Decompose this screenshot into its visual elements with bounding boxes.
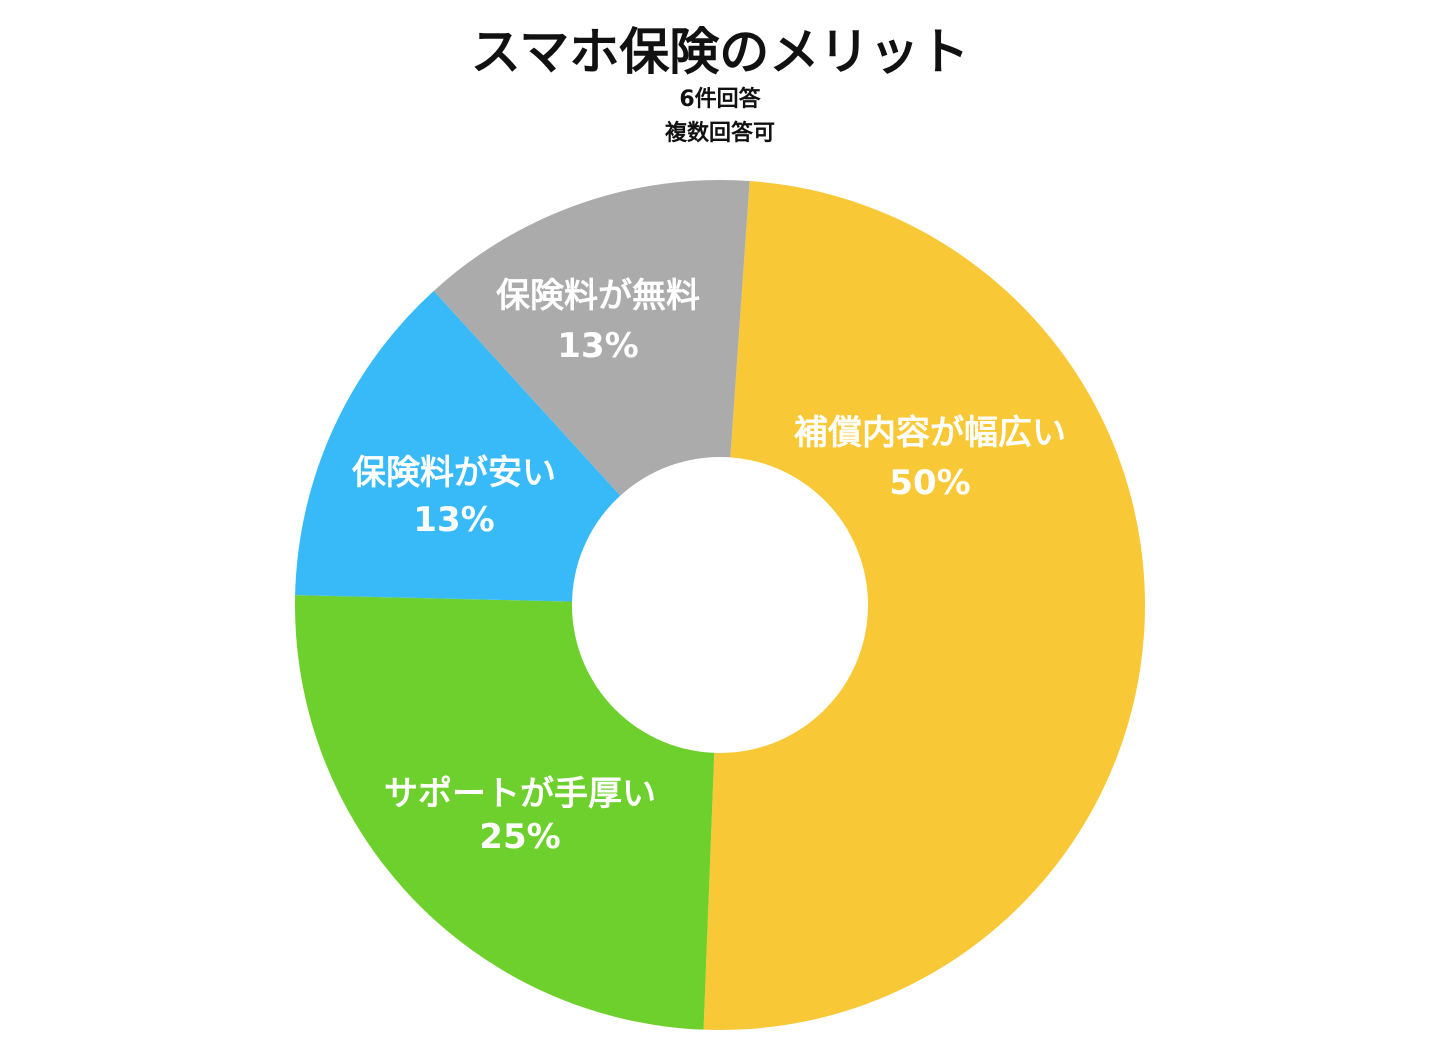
slice-label-2: サポートが手厚い xyxy=(384,774,656,814)
donut-hole xyxy=(572,457,868,753)
slice-value-3: 13% xyxy=(413,500,494,540)
slice-value-4: 13% xyxy=(557,326,638,366)
slice-label-4: 保険料が無料 xyxy=(496,276,700,316)
slice-label-3: 保険料が安い xyxy=(352,453,556,493)
slice-label-1: 補償内容が幅広い xyxy=(794,413,1066,453)
chart-subtitle-multiple: 複数回答可 xyxy=(664,121,775,146)
chart-title: スマホ保険のメリット xyxy=(470,23,970,81)
slice-value-2: 25% xyxy=(479,817,560,857)
chart-subtitle-responses: 6件回答 xyxy=(679,87,761,112)
slice-value-1: 50% xyxy=(889,463,970,503)
donut-slice-1 xyxy=(703,181,1146,1030)
